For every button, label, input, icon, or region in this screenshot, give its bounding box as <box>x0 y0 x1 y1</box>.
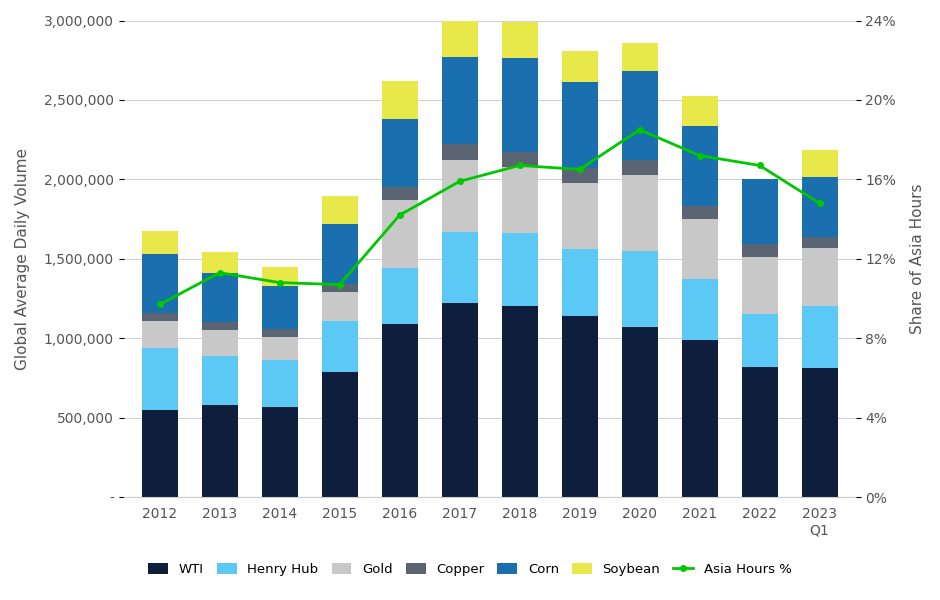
Bar <box>502 307 538 497</box>
Bar <box>261 329 298 337</box>
Asia Hours % <box>514 162 525 169</box>
Asia Hours % <box>454 178 465 185</box>
Bar <box>321 371 357 497</box>
Bar <box>202 273 238 322</box>
Bar <box>382 187 417 200</box>
Bar <box>261 361 298 407</box>
Bar <box>561 168 598 182</box>
Legend: WTI, Henry Hub, Gold, Copper, Corn, Soybean, Asia Hours %: WTI, Henry Hub, Gold, Copper, Corn, Soyb… <box>143 558 797 581</box>
Asia Hours % <box>634 126 645 133</box>
Asia Hours % <box>814 200 825 207</box>
Y-axis label: Global Average Daily Volume: Global Average Daily Volume <box>15 148 30 370</box>
Bar <box>561 182 598 249</box>
Bar <box>621 327 658 497</box>
Bar <box>561 316 598 497</box>
Bar <box>202 253 238 273</box>
Asia Hours % <box>214 269 226 276</box>
Bar <box>621 175 658 251</box>
Bar <box>442 160 478 232</box>
Bar <box>561 249 598 316</box>
Bar <box>142 231 178 254</box>
Bar <box>142 254 178 313</box>
Bar <box>442 232 478 303</box>
Bar <box>202 322 238 330</box>
Bar <box>442 303 478 497</box>
Bar <box>261 267 298 286</box>
Asia Hours % <box>154 301 165 308</box>
Bar <box>382 119 417 187</box>
Bar <box>802 150 838 177</box>
Bar <box>142 348 178 410</box>
Bar <box>802 368 838 497</box>
Bar <box>621 71 658 160</box>
Bar <box>321 284 357 292</box>
Bar <box>621 43 658 71</box>
Bar <box>742 179 777 244</box>
Bar <box>502 22 538 58</box>
Bar <box>742 257 777 314</box>
Bar <box>142 321 178 348</box>
Asia Hours % <box>694 152 705 159</box>
Bar <box>802 248 838 307</box>
Bar <box>561 50 598 82</box>
Bar <box>802 238 838 248</box>
Bar <box>382 268 417 324</box>
Bar <box>261 286 298 329</box>
Bar <box>502 233 538 307</box>
Bar <box>802 307 838 368</box>
Bar <box>561 82 598 168</box>
Bar <box>742 244 777 257</box>
Asia Hours % <box>754 162 765 169</box>
Bar <box>682 219 717 280</box>
Bar <box>382 200 417 268</box>
Bar <box>682 96 717 126</box>
Bar <box>321 224 357 284</box>
Bar <box>202 330 238 356</box>
Bar <box>682 126 717 206</box>
Bar <box>682 206 717 219</box>
Bar <box>442 57 478 145</box>
Asia Hours % <box>574 166 586 173</box>
Asia Hours % <box>394 212 405 219</box>
Bar <box>142 313 178 321</box>
Bar <box>682 280 717 340</box>
Bar <box>142 410 178 497</box>
Bar <box>261 337 298 361</box>
Bar <box>621 251 658 327</box>
Bar <box>321 321 357 371</box>
Bar <box>742 367 777 497</box>
Y-axis label: Share of Asia Hours: Share of Asia Hours <box>910 184 925 334</box>
Bar <box>442 145 478 160</box>
Bar <box>502 167 538 233</box>
Bar <box>442 13 478 57</box>
Bar <box>261 407 298 497</box>
Bar <box>802 177 838 238</box>
Asia Hours % <box>334 281 345 288</box>
Bar <box>742 314 777 367</box>
Bar <box>621 160 658 175</box>
Bar <box>321 196 357 224</box>
Bar <box>502 152 538 167</box>
Line: Asia Hours %: Asia Hours % <box>157 127 822 307</box>
Asia Hours % <box>274 279 286 286</box>
Bar <box>202 356 238 405</box>
Bar <box>382 324 417 497</box>
Bar <box>382 81 417 119</box>
Bar <box>202 405 238 497</box>
Bar <box>321 292 357 321</box>
Bar <box>682 340 717 497</box>
Bar <box>502 58 538 152</box>
